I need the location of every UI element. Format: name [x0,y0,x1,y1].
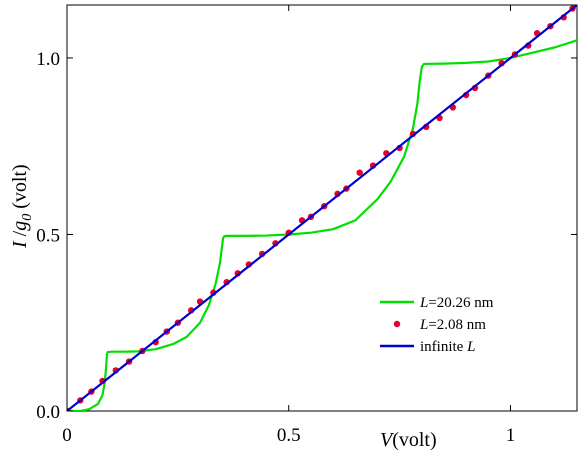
series-layer [67,5,577,411]
legend-label-infinite: infinite L [420,339,475,355]
y-axis-sub: 0 [20,214,35,221]
y-axis-title: I /g0 (volt) [9,164,35,249]
series-1-point [356,169,363,176]
x-tick-label: 1 [506,425,516,446]
ticks-layer: 0 0.5 1 0.0 0.5 1.0 [36,5,577,446]
y-tick-label: 1.0 [36,49,60,70]
y-axis-sep: / [9,230,31,241]
y-axis-unit: (volt) [9,164,31,213]
legend-label-l20: L=20.26 nm [419,295,494,311]
x-axis-title: V(volt) [380,429,437,451]
y-tick-label: 0.0 [36,402,60,423]
y-tick-label: 0.5 [36,225,60,246]
series-0-line [67,39,577,411]
plot-border [66,4,578,412]
y-axis-var-g: g [9,221,31,231]
x-tick-label: 0.5 [277,425,301,446]
x-axis-var: V [380,429,395,451]
x-axis-unit: (volt) [392,429,436,451]
legend: L=20.26 nm L=2.08 nm infinite L [380,295,494,355]
series-2-line [67,5,577,411]
legend-swatch-l2 [393,320,401,328]
y-axis-var-i: I [9,240,31,249]
legend-label-l2: L=2.08 nm [419,317,486,333]
plot-frame [66,4,578,412]
x-tick-label: 0 [62,425,72,446]
